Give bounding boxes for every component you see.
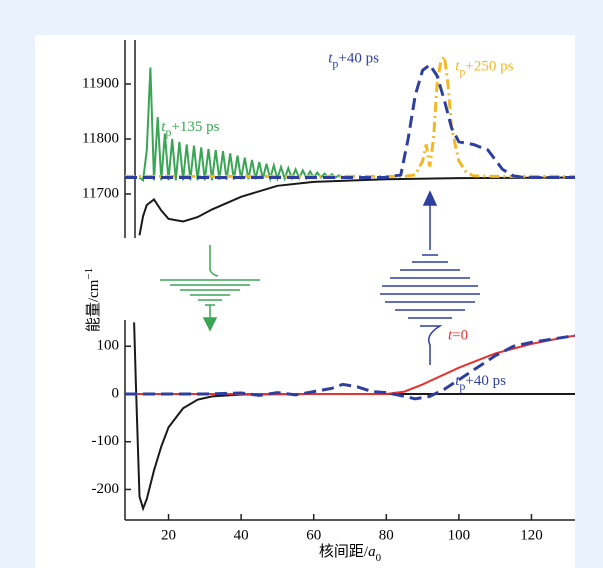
annotation: tp+135 ps: [161, 119, 219, 138]
series-line: [133, 322, 575, 512]
annotation: tp+40 ps: [328, 51, 379, 70]
x-tick-label: 120: [520, 527, 543, 543]
series-line: [125, 52, 575, 178]
annotation-text: +250 ps: [465, 59, 513, 75]
annotation-italic: t: [455, 373, 460, 389]
y-tick-label: 11700: [82, 185, 119, 201]
series-line: [125, 334, 575, 401]
annotation: tp+250 ps: [455, 59, 513, 78]
x-label-italic: a: [368, 544, 376, 560]
blue-wavepacket: [380, 190, 480, 365]
y-tick-label: -100: [92, 433, 120, 449]
annotation-italic: t: [455, 59, 460, 75]
annotation: tp+40 ps: [455, 373, 506, 392]
series-line: [125, 62, 575, 179]
y-axis-label: 能量/cm−1: [83, 268, 103, 332]
annotation-italic: t: [328, 51, 333, 67]
x-tick-label: 40: [234, 527, 249, 543]
y-tick-label: 100: [97, 338, 120, 354]
green-wavepacket: [160, 245, 260, 332]
x-label-text: 核间距/: [319, 543, 369, 560]
annotation-sub: p: [459, 64, 465, 78]
annotation-text: +40 ps: [465, 373, 506, 389]
x-label-sub: 0: [376, 552, 382, 564]
x-tick-label: 60: [306, 527, 321, 543]
y-tick-label: -200: [92, 481, 120, 497]
annotation-text: +40 ps: [338, 51, 379, 67]
y-tick-label: 11900: [82, 75, 119, 91]
annotation-italic: t: [448, 328, 453, 344]
annotation-italic: t: [161, 119, 166, 135]
x-tick-label: 80: [379, 527, 394, 543]
annotation-text: =0: [452, 328, 468, 344]
annotation-sub: p: [332, 56, 338, 70]
series-line: [138, 176, 575, 236]
x-tick-label: 100: [448, 527, 471, 543]
x-tick-label: 20: [161, 527, 176, 543]
series-line: [125, 334, 575, 395]
y-tick-label: 11800: [82, 130, 119, 146]
annotation-text: +135 ps: [171, 119, 219, 135]
y-label-sup: −1: [83, 268, 95, 280]
annotation: t=0: [448, 328, 468, 344]
annotation-sub: p: [459, 379, 465, 393]
y-tick-label: 0: [112, 385, 120, 401]
y-label-text: 能量/cm: [85, 279, 102, 332]
x-axis-label: 核间距/a0: [319, 543, 382, 563]
annotation-sub: p: [165, 125, 171, 139]
